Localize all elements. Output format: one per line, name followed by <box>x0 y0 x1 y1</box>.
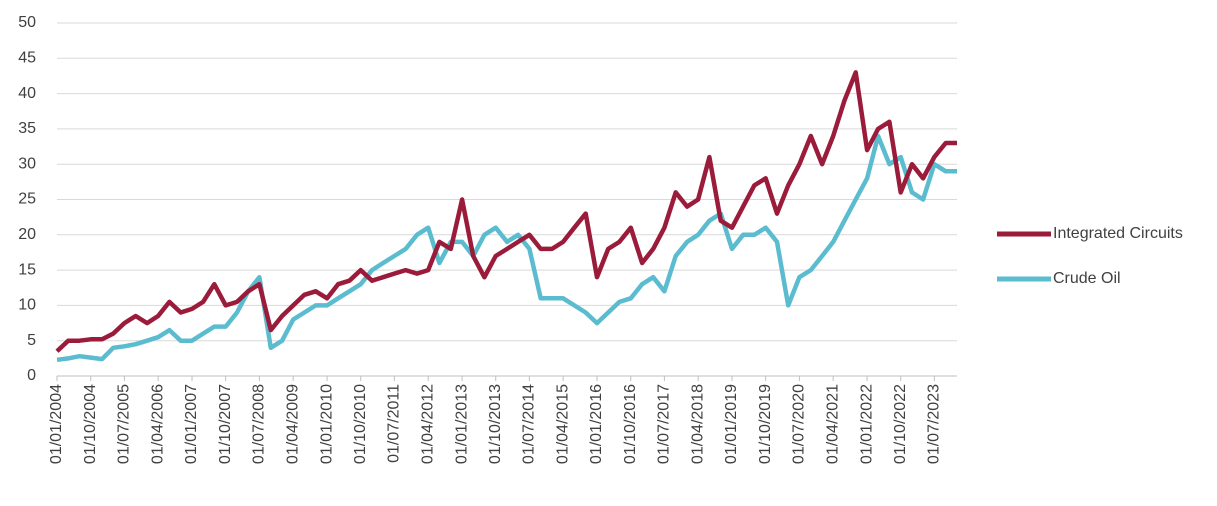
x-tick-label: 01/01/2019 <box>723 384 740 464</box>
y-tick-label: 40 <box>18 85 36 102</box>
x-tick-label: 01/07/2014 <box>521 384 538 464</box>
x-tick-label: 01/07/2011 <box>386 384 403 463</box>
y-tick-label: 35 <box>18 120 36 137</box>
y-tick-label: 25 <box>18 191 36 208</box>
y-tick-label: 15 <box>18 261 36 278</box>
x-tick-label: 01/01/2016 <box>588 384 605 464</box>
x-tick-label: 01/07/2020 <box>791 384 808 464</box>
legend-label: Crude Oil <box>1053 270 1121 287</box>
x-tick-label: 01/07/2008 <box>251 384 268 464</box>
x-tick-label: 01/04/2021 <box>824 384 841 464</box>
x-tick-label: 01/10/2007 <box>217 384 234 464</box>
x-tick-label: 01/04/2009 <box>284 384 301 464</box>
x-tick-label: 01/07/2005 <box>116 384 133 464</box>
x-tick-label: 01/10/2022 <box>892 384 909 464</box>
y-tick-label: 5 <box>27 332 36 349</box>
x-tick-label: 01/10/2010 <box>352 384 369 464</box>
y-tick-label: 45 <box>18 50 36 67</box>
y-tick-label: 0 <box>27 367 36 384</box>
y-tick-label: 50 <box>18 14 36 31</box>
y-tick-label: 10 <box>18 297 36 314</box>
x-tick-label: 01/10/2019 <box>757 384 774 464</box>
legend-label: Integrated Circuits <box>1053 225 1183 242</box>
x-tick-label: 01/01/2004 <box>48 384 65 464</box>
x-tick-label: 01/10/2013 <box>487 384 504 464</box>
y-tick-label: 30 <box>18 155 36 172</box>
x-tick-label: 01/01/2010 <box>318 384 335 464</box>
x-tick-label: 01/04/2012 <box>419 384 436 464</box>
x-tick-label: 01/07/2017 <box>656 384 673 464</box>
x-tick-label: 01/10/2016 <box>622 384 639 464</box>
x-tick-label: 01/07/2023 <box>926 384 943 464</box>
x-tick-label: 01/10/2004 <box>82 384 99 464</box>
x-tick-label: 01/01/2007 <box>183 384 200 464</box>
series-line <box>55 70 957 353</box>
y-tick-label: 20 <box>18 226 36 243</box>
x-tick-label: 01/04/2015 <box>554 384 571 464</box>
x-tick-label: 01/04/2006 <box>149 384 166 464</box>
x-tick-label: 01/01/2022 <box>858 384 875 464</box>
series-line <box>56 133 957 363</box>
x-tick-label: 01/01/2013 <box>453 384 470 464</box>
x-tick-label: 01/04/2018 <box>689 384 706 464</box>
